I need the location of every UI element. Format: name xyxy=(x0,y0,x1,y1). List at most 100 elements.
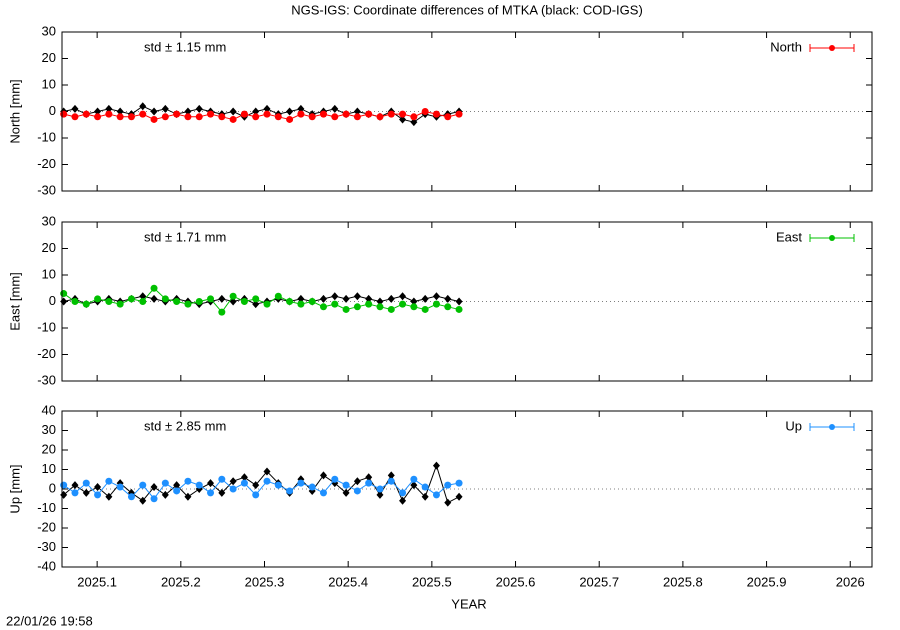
data-point xyxy=(319,489,327,497)
data-point xyxy=(455,479,463,487)
data-point xyxy=(252,481,260,490)
data-point xyxy=(252,295,260,303)
x-tick-label: 2025.2 xyxy=(161,574,201,589)
x-tick-label: 2025.5 xyxy=(412,574,452,589)
data-point xyxy=(240,110,248,118)
data-point xyxy=(94,113,102,121)
data-point xyxy=(387,305,395,313)
data-point xyxy=(207,295,215,303)
data-point xyxy=(331,113,339,121)
data-point xyxy=(263,110,271,118)
data-point xyxy=(410,113,418,121)
data-point xyxy=(127,295,135,303)
y-tick-label: 10 xyxy=(42,76,56,91)
data-point xyxy=(399,292,407,301)
data-point xyxy=(116,483,124,491)
plot-frame xyxy=(61,410,873,568)
data-point xyxy=(161,295,169,303)
data-point xyxy=(399,115,407,124)
data-point xyxy=(71,481,79,490)
data-point xyxy=(71,489,79,497)
x-tick-label: 2025.9 xyxy=(747,574,787,589)
data-point xyxy=(421,305,429,313)
data-point xyxy=(150,115,158,123)
y-tick-label: 10 xyxy=(42,266,56,281)
data-point xyxy=(263,467,271,476)
y-axis-label: Up [mm] xyxy=(7,464,22,513)
data-point xyxy=(365,110,373,118)
data-point xyxy=(218,488,226,497)
data-point xyxy=(410,303,418,311)
data-point xyxy=(455,297,463,306)
data-point xyxy=(444,481,452,489)
data-point xyxy=(207,479,215,488)
data-point xyxy=(139,496,147,505)
data-point xyxy=(60,290,68,298)
data-point xyxy=(286,298,294,305)
y-tick-label: 20 xyxy=(42,240,56,255)
data-point xyxy=(432,300,440,308)
data-point xyxy=(444,294,452,303)
data-point xyxy=(353,113,361,121)
legend-label: East xyxy=(776,229,802,244)
data-point xyxy=(127,493,135,501)
data-point xyxy=(139,298,147,305)
data-point xyxy=(94,491,102,499)
y-tick-label: -40 xyxy=(37,558,56,573)
data-point xyxy=(150,284,158,292)
data-point xyxy=(274,113,282,121)
data-point xyxy=(82,488,90,497)
y-tick-label: -10 xyxy=(37,319,56,334)
data-point xyxy=(105,110,113,118)
data-point xyxy=(297,110,305,118)
data-point xyxy=(331,475,339,483)
data-point xyxy=(184,107,192,116)
data-point xyxy=(139,292,147,301)
data-point xyxy=(161,104,169,113)
y-tick-label: 30 xyxy=(42,422,56,437)
data-point xyxy=(150,107,158,116)
data-point xyxy=(139,481,147,489)
data-point xyxy=(94,295,102,303)
legend-label: North xyxy=(770,39,802,54)
data-point xyxy=(331,104,339,113)
data-point xyxy=(387,477,395,485)
annotation: std ± 1.71 mm xyxy=(144,229,226,244)
data-point xyxy=(127,113,135,121)
data-point xyxy=(353,477,361,486)
data-point xyxy=(116,113,124,121)
data-point xyxy=(376,303,384,311)
data-point xyxy=(331,292,339,301)
data-point xyxy=(82,110,90,118)
x-tick-label: 2025.1 xyxy=(77,574,117,589)
data-point xyxy=(432,491,440,499)
data-point xyxy=(455,110,463,118)
data-point xyxy=(139,110,147,118)
data-point xyxy=(410,475,418,483)
data-point xyxy=(184,477,192,485)
data-point xyxy=(399,300,407,308)
data-point xyxy=(387,294,395,303)
data-point xyxy=(161,113,169,121)
data-point xyxy=(94,107,102,116)
data-point xyxy=(116,107,124,116)
data-point xyxy=(387,110,395,118)
y-tick-label: 0 xyxy=(49,103,56,118)
data-point xyxy=(195,104,203,113)
data-point xyxy=(353,303,361,311)
data-point xyxy=(444,303,452,311)
data-point xyxy=(376,297,384,306)
data-point xyxy=(342,110,350,118)
data-point xyxy=(263,300,271,308)
data-point xyxy=(444,498,452,507)
y-tick-label: 40 xyxy=(42,402,56,417)
data-point xyxy=(455,305,463,313)
data-point xyxy=(82,479,90,487)
data-point xyxy=(376,490,384,499)
data-point xyxy=(387,471,395,480)
data-point xyxy=(274,292,282,300)
x-tick-label: 2025.4 xyxy=(328,574,368,589)
data-point xyxy=(252,107,260,116)
data-point xyxy=(286,487,294,495)
data-point xyxy=(274,481,282,489)
